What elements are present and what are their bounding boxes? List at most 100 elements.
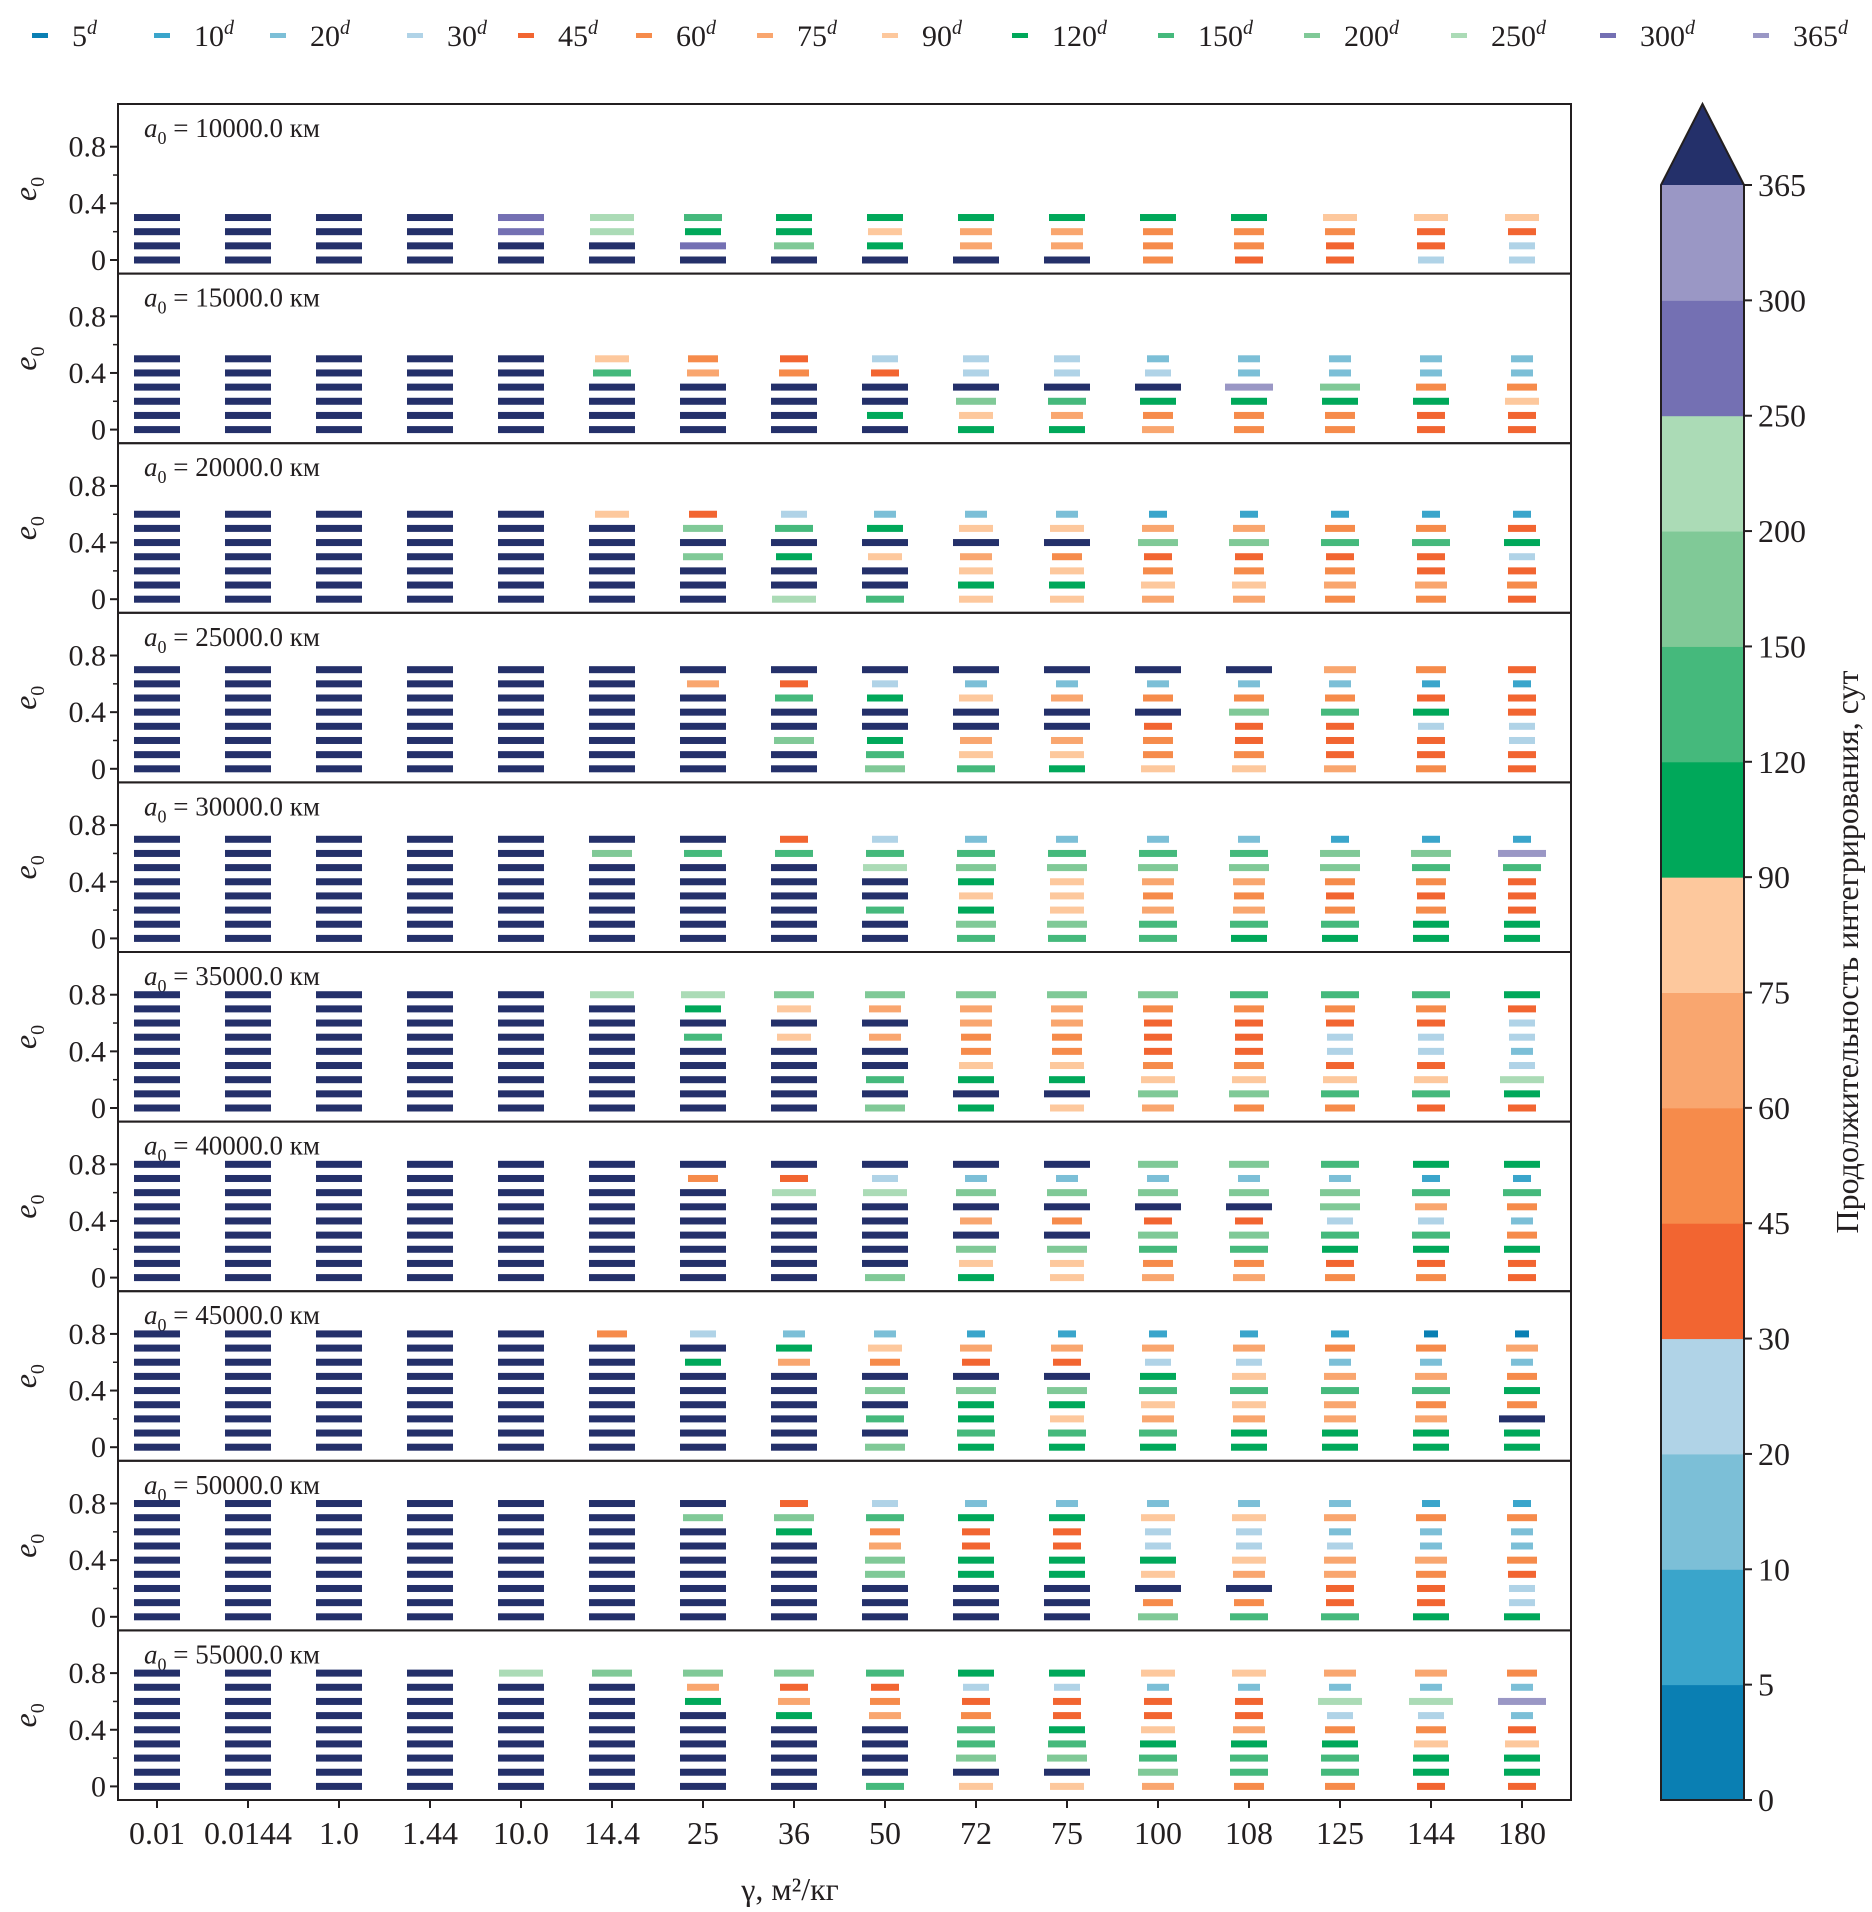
duration-cell <box>965 835 987 843</box>
duration-cell <box>1331 1330 1349 1338</box>
duration-cell <box>498 680 544 688</box>
duration-cell <box>407 1062 453 1070</box>
duration-cell <box>134 355 180 363</box>
duration-cell <box>960 228 992 236</box>
duration-cell <box>1508 1274 1536 1282</box>
legend-item: 45d <box>518 17 599 53</box>
colorbar-tick-label: 30 <box>1758 1321 1790 1357</box>
duration-cell <box>316 1090 362 1098</box>
duration-cell <box>771 708 817 716</box>
duration-cell <box>1322 1740 1358 1748</box>
duration-cell <box>134 411 180 419</box>
duration-cell <box>592 849 632 857</box>
duration-cell <box>316 991 362 999</box>
y-axis-label: e0 <box>7 516 49 540</box>
duration-cell <box>959 1259 993 1267</box>
duration-cell <box>1509 1599 1535 1607</box>
duration-cell <box>1149 510 1167 518</box>
duration-cell <box>1044 1090 1090 1098</box>
legend-label: 30d <box>447 17 488 53</box>
duration-cell <box>680 1712 726 1720</box>
duration-cell <box>1326 751 1354 759</box>
legend-item: 75d <box>757 17 838 53</box>
duration-cell <box>1050 1104 1084 1112</box>
duration-cell <box>1147 1683 1169 1691</box>
duration-cell <box>687 369 719 377</box>
duration-cell <box>1324 1669 1356 1677</box>
duration-cell <box>866 595 904 603</box>
duration-cell <box>589 722 635 730</box>
duration-cell <box>1509 736 1535 744</box>
duration-cell <box>1508 765 1536 773</box>
duration-cell <box>771 1160 817 1168</box>
duration-cell <box>225 1429 271 1437</box>
duration-cell <box>1322 1245 1358 1253</box>
duration-cell <box>1508 892 1536 900</box>
duration-cell <box>953 1599 999 1607</box>
duration-cell <box>1235 722 1263 730</box>
legend-label: 300d <box>1640 17 1696 53</box>
duration-cell <box>498 1542 544 1550</box>
colorbar-tick-label: 75 <box>1758 975 1790 1011</box>
duration-cell <box>960 1217 992 1225</box>
duration-cell <box>316 581 362 589</box>
duration-cell <box>1326 722 1354 730</box>
duration-cell <box>774 991 814 999</box>
duration-cell <box>1509 1062 1535 1070</box>
panel: a0 = 35000.0 км 0 0.4 0.8 e0 <box>7 951 1572 1125</box>
duration-cell <box>862 920 908 928</box>
duration-cell <box>771 256 817 264</box>
duration-cell <box>1508 751 1536 759</box>
duration-cell <box>407 1174 453 1182</box>
duration-cell <box>862 934 908 942</box>
duration-cell <box>1504 1429 1540 1437</box>
duration-cell <box>1053 1528 1081 1536</box>
duration-cell <box>498 1330 544 1338</box>
duration-cell <box>1229 708 1269 716</box>
duration-cell <box>134 1613 180 1621</box>
duration-cell <box>1044 1372 1090 1380</box>
duration-cell <box>1142 1415 1174 1423</box>
legend-value: 120 <box>1052 20 1097 53</box>
duration-cell <box>498 1217 544 1225</box>
duration-cell <box>958 1669 994 1677</box>
duration-cell <box>498 1358 544 1366</box>
duration-cell <box>1416 906 1446 914</box>
duration-cell <box>316 666 362 674</box>
duration-cell <box>316 1104 362 1112</box>
duration-cell <box>225 214 271 222</box>
duration-cell <box>1324 1415 1356 1423</box>
duration-cell <box>1418 1217 1444 1225</box>
duration-cell <box>1050 906 1084 914</box>
duration-cell <box>1327 1712 1353 1720</box>
legend-value: 60 <box>676 20 706 53</box>
duration-cell <box>589 553 635 561</box>
duration-cell <box>1508 708 1536 716</box>
duration-cell <box>1325 1782 1355 1790</box>
legend-label: 150d <box>1198 17 1254 53</box>
duration-cell <box>1507 1231 1537 1239</box>
duration-cell <box>589 1570 635 1578</box>
duration-cell <box>1135 1584 1181 1592</box>
duration-cell <box>1500 1076 1544 1084</box>
duration-cell <box>961 1033 991 1041</box>
duration-cell <box>590 214 634 222</box>
duration-cell <box>225 1274 271 1282</box>
duration-cell <box>1508 878 1536 886</box>
duration-cell <box>960 553 992 561</box>
duration-cell <box>1505 214 1539 222</box>
duration-cell <box>956 397 996 405</box>
duration-cell <box>407 256 453 264</box>
duration-cell <box>1047 920 1087 928</box>
duration-cell <box>1044 708 1090 716</box>
duration-cell <box>134 539 180 547</box>
duration-cell <box>680 1443 726 1451</box>
duration-cell <box>862 1090 908 1098</box>
duration-cell <box>316 256 362 264</box>
duration-cell <box>498 1429 544 1437</box>
duration-cell <box>959 1782 993 1790</box>
duration-cell <box>1413 1443 1449 1451</box>
legend-marker <box>154 33 170 38</box>
duration-cell <box>1232 581 1266 589</box>
duration-cell <box>862 539 908 547</box>
